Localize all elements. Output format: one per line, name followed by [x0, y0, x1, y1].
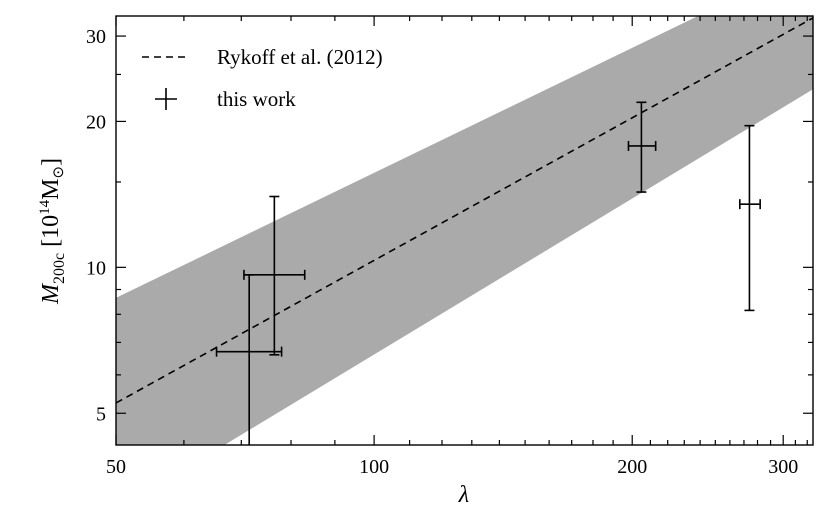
plot-frame [115, 15, 814, 446]
y-tick-label: 30 [86, 26, 106, 48]
y-tick-label: 10 [86, 257, 106, 279]
axis-ticks: 50 100 200 300 5 10 20 30 [86, 16, 813, 478]
y-tick-label: 20 [86, 111, 106, 133]
data-point-3 [627, 101, 657, 193]
x-axis-label: λ [458, 482, 469, 508]
plot-area [116, 16, 813, 445]
data-point-4 [739, 124, 761, 312]
data-points [215, 101, 761, 445]
y-tick-label: 5 [96, 403, 106, 425]
x-tick-label: 200 [617, 456, 647, 478]
scatter-band [116, 16, 813, 445]
y-axis-label: M200c [1014M⊙] [37, 158, 68, 305]
data-point-2 [243, 195, 306, 356]
x-tick-label: 300 [768, 456, 798, 478]
x-tick-label: 50 [106, 456, 126, 478]
x-tick-label: 100 [359, 456, 389, 478]
legend-label-series: this work [217, 87, 296, 111]
legend: Rykoff et al. (2012) this work [142, 45, 383, 111]
legend-label-relation: Rykoff et al. (2012) [217, 45, 383, 69]
relation-line [116, 17, 813, 404]
